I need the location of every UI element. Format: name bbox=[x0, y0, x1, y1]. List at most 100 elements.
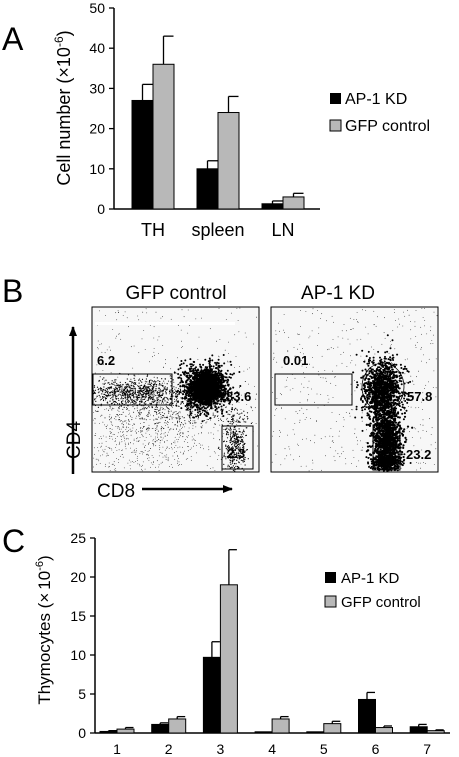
event-dot bbox=[124, 420, 125, 422]
event-dot bbox=[165, 422, 167, 424]
event-dot bbox=[126, 426, 128, 428]
event-dot bbox=[108, 466, 109, 468]
event-dot bbox=[234, 432, 236, 434]
event-dot bbox=[152, 457, 154, 458]
event-dot bbox=[136, 450, 138, 452]
event-dot bbox=[148, 381, 150, 383]
event-dot bbox=[154, 441, 156, 442]
event-dot bbox=[229, 437, 232, 439]
event-dot bbox=[189, 414, 191, 416]
event-dot bbox=[170, 428, 172, 430]
event-dot bbox=[114, 388, 116, 391]
event-dot bbox=[125, 399, 127, 401]
event-dot bbox=[176, 395, 178, 397]
event-dot bbox=[115, 312, 117, 314]
event-dot bbox=[165, 393, 167, 395]
event-dot bbox=[162, 456, 164, 458]
event-dot bbox=[185, 383, 187, 384]
event-dot bbox=[118, 459, 120, 461]
event-dot bbox=[192, 385, 194, 388]
event-dot bbox=[174, 371, 176, 373]
event-dot bbox=[180, 360, 183, 362]
event-dot bbox=[182, 433, 184, 435]
event-dot bbox=[127, 400, 129, 402]
event-dot bbox=[164, 449, 166, 451]
event-dot bbox=[128, 390, 130, 392]
event-dot bbox=[173, 411, 175, 413]
event-dot bbox=[162, 415, 164, 416]
event-dot bbox=[236, 453, 238, 455]
event-dot bbox=[152, 384, 154, 386]
event-dot bbox=[119, 381, 121, 383]
event-dot bbox=[132, 394, 134, 396]
event-dot bbox=[120, 338, 122, 340]
event-dot bbox=[136, 399, 138, 401]
event-dot bbox=[180, 422, 182, 423]
event-dot bbox=[93, 466, 94, 468]
event-dot bbox=[106, 390, 108, 392]
event-dot bbox=[191, 439, 193, 441]
event-dot bbox=[142, 464, 144, 466]
event-dot bbox=[104, 380, 105, 382]
event-dot bbox=[159, 396, 161, 398]
event-dot bbox=[243, 449, 245, 451]
event-dot bbox=[121, 414, 123, 415]
event-dot bbox=[186, 385, 187, 387]
event-dot bbox=[212, 402, 215, 405]
event-dot bbox=[166, 417, 167, 419]
event-dot bbox=[186, 391, 187, 393]
event-dot bbox=[147, 458, 148, 460]
event-dot bbox=[139, 465, 141, 467]
event-dot bbox=[109, 407, 111, 409]
event-dot bbox=[183, 316, 185, 318]
event-dot bbox=[203, 413, 206, 416]
event-dot bbox=[232, 436, 234, 438]
event-dot bbox=[143, 409, 145, 411]
event-dot bbox=[122, 315, 124, 316]
event-dot bbox=[126, 435, 128, 436]
event-dot bbox=[114, 434, 115, 435]
event-dot bbox=[226, 419, 228, 421]
event-dot bbox=[122, 432, 124, 433]
event-dot bbox=[124, 421, 126, 422]
event-dot bbox=[98, 443, 100, 444]
event-dot bbox=[227, 445, 229, 447]
event-dot bbox=[149, 391, 151, 393]
event-dot bbox=[153, 419, 155, 421]
event-dot bbox=[176, 402, 178, 404]
event-dot bbox=[210, 384, 212, 385]
event-dot bbox=[173, 371, 176, 374]
event-dot bbox=[140, 390, 143, 393]
event-dot bbox=[165, 359, 166, 361]
event-dot bbox=[158, 399, 160, 401]
event-dot bbox=[118, 312, 119, 313]
event-dot bbox=[127, 427, 129, 428]
event-dot bbox=[121, 454, 123, 455]
event-dot bbox=[171, 443, 173, 445]
event-dot bbox=[118, 408, 120, 410]
event-dot bbox=[147, 413, 149, 415]
event-dot bbox=[108, 386, 110, 388]
event-dot bbox=[189, 384, 191, 386]
event-dot bbox=[195, 389, 199, 393]
event-dot bbox=[252, 410, 254, 412]
event-dot bbox=[189, 422, 191, 424]
event-dot bbox=[167, 460, 169, 462]
event-dot bbox=[174, 459, 176, 460]
event-dot bbox=[143, 399, 144, 401]
event-dot bbox=[161, 439, 163, 441]
event-dot bbox=[217, 399, 220, 402]
event-dot bbox=[201, 387, 205, 391]
event-dot bbox=[157, 408, 159, 410]
event-dot bbox=[140, 388, 142, 390]
event-dot bbox=[110, 386, 113, 388]
event-dot bbox=[169, 390, 171, 393]
event-dot bbox=[226, 440, 228, 443]
event-dot bbox=[193, 416, 195, 419]
event-dot bbox=[227, 396, 229, 398]
event-dot bbox=[94, 453, 95, 455]
event-dot bbox=[141, 381, 143, 383]
event-dot bbox=[130, 397, 132, 399]
y-tick-label: 30 bbox=[89, 80, 105, 96]
event-dot bbox=[199, 365, 202, 368]
